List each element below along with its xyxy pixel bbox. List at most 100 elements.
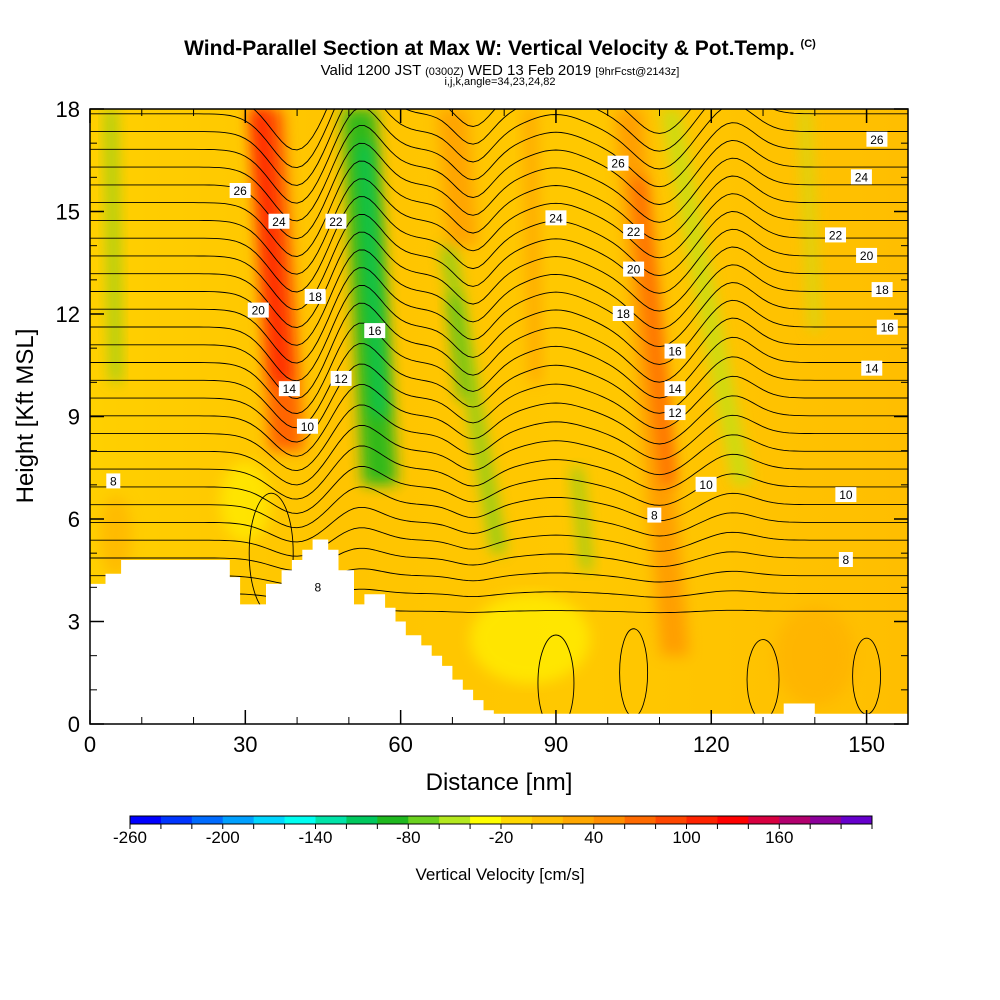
contour-label-box [623,224,645,239]
colorbar-swatch [160,816,193,824]
isentrope-line [90,425,908,486]
colorbar-swatch [377,816,409,824]
contour-label: 26 [233,184,247,198]
contour-label: 16 [668,345,682,359]
chart-title: Wind-Parallel Section at Max W: Vertical… [0,37,1000,61]
isentrope-line [90,465,908,514]
colorbar-swatch [624,816,657,824]
contour-label: 18 [617,307,631,321]
y-tick-label: 15 [56,200,80,225]
isentrope-line [90,196,908,293]
isentrope-line [90,486,908,529]
downdraft-band-east [660,109,752,485]
valid-time-text: Valid 1200 JST [320,62,421,79]
isentrope-line [90,125,908,222]
contour-label: 24 [272,215,286,229]
contour-label: 22 [829,228,843,242]
isentrope-line [90,213,908,311]
x-tick-label: 120 [693,732,730,757]
colorbar-swatch [593,816,626,824]
colorbar-swatch [130,816,162,824]
isentrope-line [90,142,908,240]
y-axis-title: Height [Kft MSL] [12,329,39,504]
isentrope-line [90,109,908,186]
contour-label-box [325,213,347,229]
contour-label: 18 [875,283,889,297]
colorbar-label: -260 [113,828,147,847]
axes: 0 30 60 90 120 150 0 3 6 9 12 15 18 [56,97,908,757]
colorbar-label: -200 [206,828,240,847]
contour-label-box [664,343,686,359]
colorbar-swatch [222,816,255,824]
colorbar-label: 100 [672,828,700,847]
contour-label: 10 [699,478,713,492]
colorbar-swatch [315,816,347,824]
contour-label: 8 [314,580,321,594]
isentrope-line [90,445,908,500]
isentrope-line [90,178,908,275]
colorbar-label: -20 [489,828,514,847]
y-tick-label: 18 [56,97,80,122]
terrain-mask [90,539,908,724]
x-tick-label: 90 [544,732,568,757]
valid-time-line: Valid 1200 JST (0300Z) WED 13 Feb 2019 [… [0,62,1000,79]
contour-label: 10 [301,420,315,434]
contour-label: 8 [843,553,850,567]
contour-label-box [861,360,883,376]
downdraft-band-left [105,109,121,383]
contour-label: 26 [870,133,884,147]
isentrope-line [90,109,908,169]
contour-label: 16 [368,324,382,338]
isentrope-line [90,506,908,543]
isentrope-line [90,343,908,429]
colorbar-label: 160 [765,828,793,847]
contour-label: 20 [627,263,641,277]
contour-label-box [850,169,872,185]
contour-label-box [866,131,888,147]
contour-label-box [835,487,857,503]
isentrope-line [90,267,908,364]
contour-label-box [825,227,847,243]
colorbar-label: -140 [298,828,332,847]
contour-labels: 26 24 22 20 18 16 14 12 10 8 8 26 24 22 20 18 16 14 12 10 8 2… [106,131,898,595]
contour-label-box [229,183,251,198]
contour-label-box [871,282,893,298]
contour-label-box [612,306,634,321]
colorbar-swatch [810,816,842,824]
contour-label: 12 [334,372,348,386]
x-axis-title: Distance [nm] [426,769,573,796]
colorbar-swatch [717,816,749,824]
contour-label-box [247,302,269,318]
contour-label-box [330,370,352,386]
colorbar-title: Vertical Velocity [cm/s] [415,865,584,884]
contour-label-box [106,473,121,489]
valid-date: WED 13 Feb 2019 [467,62,592,79]
forecast-run: [9hrFcst@2143z] [595,66,680,78]
colorbar-swatch [470,816,502,824]
contour-label-box [607,155,629,171]
isentrope-line [90,547,908,571]
colorbar-swatch [655,816,687,824]
y-tick-label: 3 [68,610,80,635]
copyright-mark: (C) [800,38,816,50]
colorbar-swatch [408,816,440,824]
contour-label: 20 [860,249,874,263]
contour-label-box [296,418,318,434]
contour-label-box [304,288,326,304]
colorbar-swatch [439,816,471,824]
contour-label-box [278,381,300,397]
colorbar-swatch [253,816,286,824]
contour-label: 16 [881,321,895,335]
updraft-band-central [524,109,542,383]
contour-label: 22 [627,225,641,239]
contour-label-box [647,507,662,523]
section-indices: i,j,k,angle=34,23,24,82 [444,76,556,88]
colorbar-swatch [191,816,224,824]
colorbar-swatch [841,816,873,824]
low-level-orange-region [774,605,855,706]
contour-label-box [838,552,853,567]
isentrope-line [90,384,908,457]
lee-yellow-region [220,461,271,542]
isentrope-line [90,160,908,257]
